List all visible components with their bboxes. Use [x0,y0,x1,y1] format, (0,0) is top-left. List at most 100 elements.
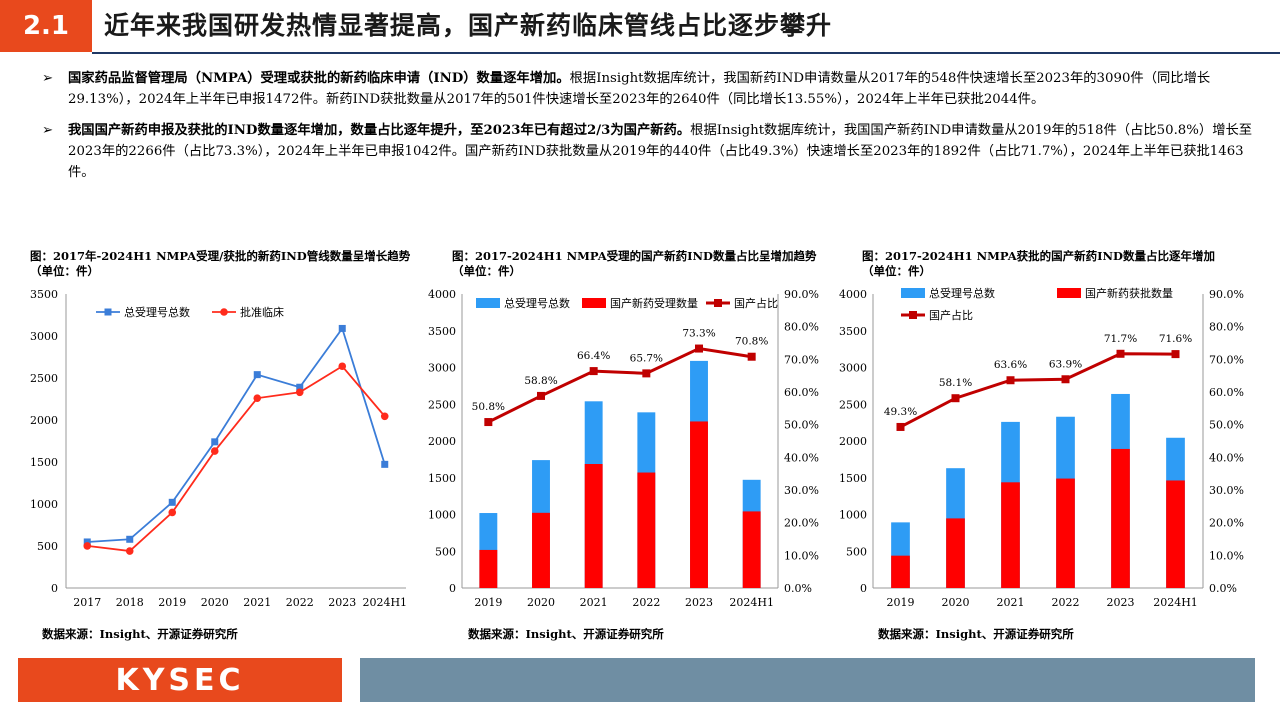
ratio-label: 71.6% [1159,333,1192,345]
chart-3-title-line: 图：2017-2024H1 NMPA获批的国产新药IND数量占比逐年增加 [862,249,1215,263]
chart-1-title-line: 图：2017年-2024H1 NMPA受理/获批的新药IND管线数量呈增长趋势 [30,249,411,263]
ratio-line [899,352,1176,429]
chart-1-line: 0 500 1000 1500 2000 2500 3000 3500 2017 2018 2019… [30,288,407,609]
y-tick-label: 2000 [30,414,58,427]
section-number-badge: 2.1 [0,0,92,52]
bar-domestic [690,421,708,588]
y-tick-label: 0 [860,582,867,595]
y-tick-label: 4000 [428,288,456,301]
bar-domestic [637,472,656,588]
ratio-line [487,347,752,424]
page-title: 近年来我国研发热情显著提高，国产新药临床管线占比逐步攀升 [104,11,833,40]
chart-2-title: 图：2017-2024H1 NMPA受理的国产新药IND数量占比呈增加趋势 （单… [452,249,852,279]
x-tick-label: 2024H1 [729,596,774,609]
ratio-label: 58.8% [524,375,557,387]
data-point [83,538,91,546]
y-tick-label: 0 [51,582,58,595]
ratio-point [747,352,756,361]
series-line [87,326,386,543]
data-point [253,371,261,379]
legend-label: 批准临床 [240,305,284,319]
y-tick-label: 500 [846,545,867,558]
y2-tick-label: 0.0% [1209,582,1237,595]
x-tick-label: 2024H1 [362,596,407,609]
y2-tick-label: 40.0% [784,451,819,464]
chart-1-title: 图：2017年-2024H1 NMPA受理/获批的新药IND管线数量呈增长趋势 … [30,249,440,279]
y-tick-label: 3000 [839,362,867,375]
y-tick-label: 1500 [30,456,58,469]
y2-tick-label: 80.0% [1209,321,1244,334]
data-point [295,388,304,397]
ratio-label: 71.7% [1104,333,1137,345]
y2-tick-label: 30.0% [1209,484,1244,497]
ratio-label: 63.9% [1049,358,1082,370]
legend-label: 国产占比 [734,296,778,310]
data-point [168,508,177,517]
ratio-label: 58.1% [939,377,972,389]
legend-label: 总受理号总数 [504,296,570,310]
ratio-point [1006,376,1015,385]
data-point [210,447,219,455]
y-tick-label: 1000 [30,498,58,511]
x-tick-label: 2021 [243,596,271,609]
x-tick-label: 2023 [328,596,356,609]
legend-swatch [476,298,500,308]
ratio-point [484,418,493,427]
bullet-heading: 我国国产新药申报及获批的IND数量逐年增加，数量占比逐年提升，至2023年已有超… [68,123,691,138]
chart-3-source: 数据来源：Insight、开源证券研究所 [878,627,1074,641]
data-point [83,542,92,550]
x-tick-label: 2021 [580,596,608,609]
legend-label: 总受理号总数 [929,286,995,300]
data-point [296,383,304,391]
legend-label: 国产新药受理数量 [610,296,698,310]
x-tick-label: 2022 [632,596,660,609]
legend-label: 国产占比 [929,308,973,322]
chart-3-bar-line: 0 500 1000 1500 2000 2500 3000 3500 4000 0.0% 10.0… [839,286,1244,609]
series-line [87,365,386,552]
legend-marker [714,299,722,307]
data-point [168,498,176,506]
data-point [338,324,346,332]
y-tick-label: 3500 [30,288,58,301]
bar-domestic [479,549,498,588]
ratio-point [589,367,598,376]
x-tick-label: 2022 [286,596,314,609]
ratio-point [537,391,545,400]
y2-tick-label: 50.0% [784,419,819,432]
ratio-point [1116,349,1125,358]
y2-tick-label: 60.0% [1209,386,1244,399]
y-tick-label: 1500 [428,472,456,485]
legend-label: 国产新药获批数量 [1085,286,1173,300]
ratio-label: 63.6% [994,359,1027,371]
y-tick-label: 1000 [839,509,867,522]
y-tick-label: 3500 [839,325,867,338]
y-tick-label: 500 [435,545,456,558]
chart-3-unit: （单位：件） [862,264,931,278]
y2-tick-label: 10.0% [784,549,819,562]
x-tick-label: 2019 [887,596,915,609]
chart-2-source: 数据来源：Insight、开源证券研究所 [468,627,664,641]
x-tick-label: 2020 [201,596,229,609]
x-tick-label: 2019 [158,596,186,609]
ratio-point [695,344,703,353]
data-point [253,394,262,402]
ratio-label: 65.7% [630,352,663,364]
y-tick-label: 500 [37,540,58,553]
ratio-point [1171,350,1180,359]
legend-swatch [582,298,606,308]
legend-swatch [1057,288,1081,298]
ratio-point [951,394,960,403]
chart-2-unit: （单位：件） [452,264,521,278]
y-tick-label: 2500 [30,372,58,385]
kysec-logo: KYSEC [18,658,342,702]
x-tick-label: 2017 [73,596,101,609]
arrow-bullet-icon: ➢ [42,71,54,86]
y2-tick-label: 60.0% [784,386,819,399]
data-point [211,438,219,446]
x-tick-label: 2022 [1052,596,1080,609]
bar-domestic [1001,482,1020,588]
y2-tick-label: 90.0% [784,288,819,301]
legend-marker [909,311,917,319]
ratio-label: 73.3% [682,328,715,340]
data-point [380,412,389,421]
